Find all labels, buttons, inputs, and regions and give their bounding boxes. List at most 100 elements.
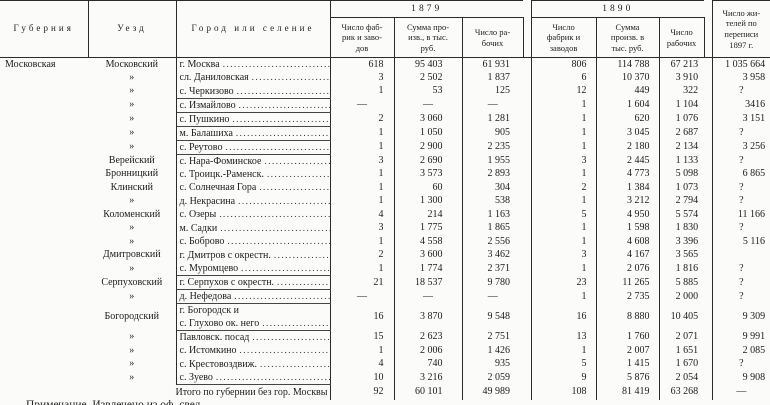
cell-uezd: Клинский bbox=[88, 181, 177, 195]
cell-production-1890: 1 604 bbox=[596, 98, 660, 112]
place-name: г. Серпухов с окрестн. bbox=[179, 277, 275, 288]
dot-leader: ........................................… bbox=[238, 195, 329, 206]
cell-factories-1879: — bbox=[330, 98, 395, 112]
place-name: с. Солнечная Гора bbox=[179, 182, 257, 194]
cell-place: с. Боброво..............................… bbox=[176, 235, 331, 249]
cell-province bbox=[0, 249, 88, 263]
cell-workers-1879: 61 931 bbox=[482, 58, 511, 70]
cell-province: Московская bbox=[5, 58, 56, 70]
cell-workers-1890: 1 816 bbox=[675, 262, 699, 274]
cell-place: с. Солнечная Гора.......................… bbox=[176, 181, 331, 195]
totals-workers-1890: 63 268 bbox=[670, 386, 699, 398]
cell-population: 3 151 bbox=[742, 113, 766, 124]
place-name: с. Муромцево bbox=[179, 263, 239, 274]
header-year-1890: 1890 bbox=[531, 0, 705, 18]
place-name: с. Троицк.-Раменск. bbox=[179, 168, 264, 180]
cell-factories-1890: 1 bbox=[531, 140, 597, 154]
dot-leader: ........................................… bbox=[239, 345, 330, 356]
table-row: »с. Крестовоздвиж.......................… bbox=[0, 357, 770, 372]
cell-uezd: Коломенский bbox=[88, 208, 177, 222]
gap-cell bbox=[523, 154, 532, 168]
cell-province bbox=[0, 358, 88, 372]
cell-population: ? bbox=[739, 290, 744, 302]
dot-leader: ........................................… bbox=[234, 291, 329, 301]
cell-workers-1890: 1 651 bbox=[675, 344, 699, 356]
gap-cell bbox=[523, 208, 532, 222]
cell-population: 5 116 bbox=[742, 235, 766, 247]
cell-uezd: » bbox=[88, 357, 177, 371]
cell-population: 6 865 bbox=[742, 168, 766, 180]
cell-province bbox=[0, 262, 88, 276]
cell-factories-1890: 3 bbox=[531, 154, 597, 168]
cell-production-1890: 114 788 bbox=[596, 57, 660, 71]
table-row: »с. Измайлово...........................… bbox=[0, 98, 770, 113]
cell-workers-1890: 3 565 bbox=[675, 249, 699, 261]
gap-cell bbox=[523, 126, 532, 140]
cell-population: ? bbox=[739, 195, 744, 207]
totals-workers-1879: 49 989 bbox=[482, 386, 511, 398]
cell-production-1879: 3 060 bbox=[394, 112, 463, 126]
cell-factories-1879: 3 bbox=[330, 71, 395, 85]
totals-label: Итого по губернии без гор. Москвы bbox=[0, 384, 331, 400]
cell-uezd: Московский bbox=[88, 57, 177, 71]
cell-workers-1890: 10 405 bbox=[670, 311, 699, 322]
dot-leader: ........................................… bbox=[232, 113, 329, 124]
cell-factories-1879: 4 bbox=[330, 208, 395, 222]
cell-place: с. Истомкино............................… bbox=[176, 344, 331, 358]
table-row: Бронницкий с. Троицк.-Раменск............… bbox=[0, 167, 770, 181]
gap-cell bbox=[704, 84, 713, 98]
dot-leader: ........................................… bbox=[227, 236, 329, 247]
gap-cell bbox=[523, 344, 532, 358]
cell-production-1879: 18 537 bbox=[394, 275, 463, 290]
gap-cell bbox=[523, 112, 532, 126]
cell-workers-1890: 5 574 bbox=[675, 208, 699, 220]
cell-production-1879: 4 558 bbox=[394, 235, 463, 249]
cell-production-1890: 2 180 bbox=[596, 140, 660, 154]
cell-population: 9 309 bbox=[742, 311, 766, 322]
cell-production-1879: 3 216 bbox=[394, 371, 463, 385]
table-row: »м. Садки...............................… bbox=[0, 221, 770, 235]
cell-production-1890: 449 bbox=[596, 84, 660, 98]
place-name: с. Нара-Фоминское bbox=[179, 155, 262, 167]
header-factories-1890: Число фабрик и заводов bbox=[531, 17, 597, 58]
cell-place: г. Серпухов с окрестн...................… bbox=[176, 275, 331, 290]
cell-population: ? bbox=[739, 222, 744, 234]
cell-province bbox=[0, 71, 88, 85]
cell-factories-1890: 23 bbox=[531, 275, 597, 290]
cell-population: ? bbox=[739, 154, 744, 166]
cell-workers-1879: 2 371 bbox=[487, 262, 511, 274]
cell-factories-1879: 4 bbox=[330, 357, 395, 371]
cell-workers-1879: 2 556 bbox=[487, 235, 511, 247]
header-place: Город или селение bbox=[176, 0, 331, 58]
gap-cell bbox=[523, 275, 532, 290]
gap-cell bbox=[523, 98, 532, 112]
gap-cell bbox=[704, 194, 713, 208]
cell-population: ? bbox=[739, 127, 744, 138]
place-name: м. Садки bbox=[179, 222, 218, 234]
header-year-1879: 1879 bbox=[330, 0, 524, 18]
cell-factories-1879: 2 bbox=[330, 112, 395, 126]
cell-uezd: » bbox=[88, 289, 177, 304]
dot-leader: ........................................… bbox=[273, 249, 329, 260]
cell-factories-1890: 5 bbox=[531, 208, 597, 222]
cell-place: Павловск. посад.........................… bbox=[176, 330, 331, 344]
cell-place: г. Богородск и с. Глухово ок. него.......… bbox=[176, 303, 331, 331]
place-name: г. Москва bbox=[179, 59, 220, 70]
table-row: »сл. Даниловская........................… bbox=[0, 71, 770, 85]
dot-leader: ........................................… bbox=[225, 141, 329, 152]
header-workers-1890: Число рабочих bbox=[659, 17, 705, 58]
cell-province bbox=[0, 98, 88, 112]
dot-leader: ........................................… bbox=[241, 263, 329, 273]
cell-uezd: Дмитровский bbox=[88, 248, 177, 262]
cell-workers-1890: 1 670 bbox=[675, 358, 699, 370]
cell-place: г. Дмитров с окрестн....................… bbox=[176, 248, 331, 262]
cell-province bbox=[0, 371, 88, 385]
cell-uezd: » bbox=[88, 235, 177, 249]
cell-production-1879: 3 600 bbox=[394, 248, 463, 262]
gap-cell bbox=[704, 371, 713, 385]
gap-cell bbox=[704, 357, 713, 371]
gap-cell bbox=[704, 289, 713, 304]
cell-province bbox=[0, 208, 88, 222]
cell-uezd: » bbox=[88, 98, 177, 112]
gap-cell bbox=[523, 262, 532, 276]
